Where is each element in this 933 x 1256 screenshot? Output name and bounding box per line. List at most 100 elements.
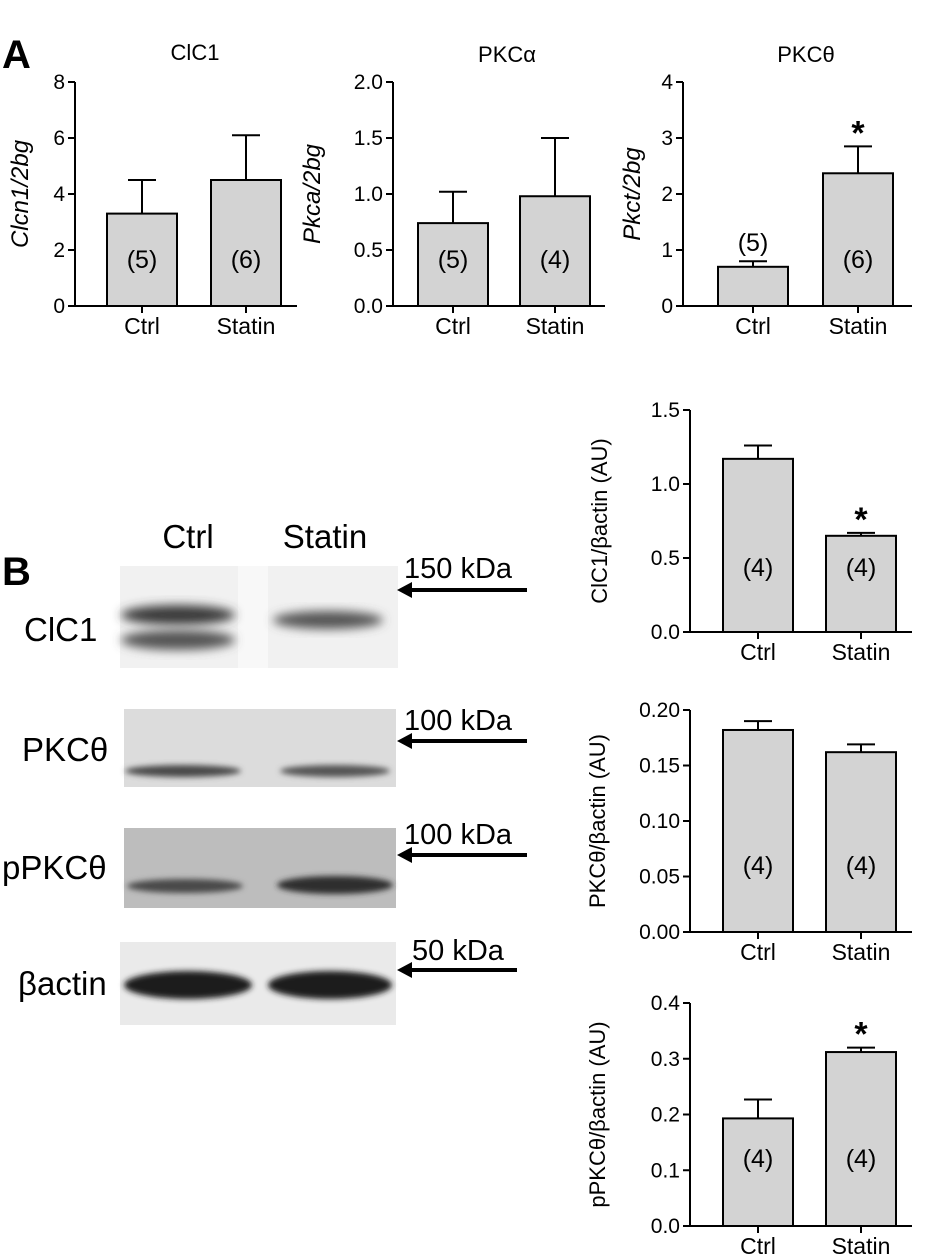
chart-title: PKCα	[478, 42, 536, 67]
arrow-icon	[397, 733, 527, 749]
n-label: (4)	[846, 554, 877, 582]
marker-150kda: 150 kDa	[404, 553, 513, 585]
bar-statin	[822, 172, 894, 307]
y-tick-label: 0	[661, 295, 673, 318]
marker-100kda: 100 kDa	[404, 819, 513, 851]
significance-marker: *	[854, 501, 868, 539]
significance-marker: *	[854, 1016, 868, 1054]
y-tick-label: 3	[661, 127, 673, 150]
bar-statin	[825, 534, 897, 633]
x-tick-label: Statin	[829, 313, 888, 339]
y-tick-label: 0.2	[651, 1104, 680, 1127]
y-tick-label: 0.20	[639, 699, 680, 722]
band	[125, 765, 241, 777]
arrow-icon	[397, 847, 527, 863]
x-tick-label: Ctrl	[740, 639, 776, 665]
n-label: (4)	[846, 1145, 877, 1173]
n-label: (5)	[127, 246, 158, 274]
band	[127, 879, 243, 893]
y-axis-label: Pkca/2bg	[299, 143, 326, 244]
chart-clc1-mrna: ClC1 Clcn1/2bg 0 2 4 6 8 Ctrl (5) Statin (6)	[7, 40, 297, 339]
y-tick-label: 1.0	[354, 183, 383, 206]
y-tick-label: 0.0	[354, 295, 383, 318]
y-tick-label: 0.5	[354, 239, 383, 262]
blot-label-clc1: ClC1	[24, 611, 97, 648]
x-tick-label: Statin	[832, 939, 891, 965]
n-label: (5)	[438, 246, 469, 274]
y-axis-label: Clcn1/2bg	[7, 139, 34, 248]
band	[121, 605, 235, 625]
chart-clc1-protein: ClC1/βactin (AU) 0.0 0.5 1.0 1.5 Ctrl (4) Stati…	[587, 399, 912, 665]
y-tick-label: 2	[661, 183, 673, 206]
bar-statin	[825, 1051, 897, 1228]
band	[124, 971, 252, 999]
n-label: (6)	[843, 246, 874, 274]
y-axis-label: pPKCθ/βactin (AU)	[585, 1021, 610, 1207]
marker-50kda: 50 kDa	[412, 935, 505, 967]
band	[277, 876, 393, 894]
y-tick-label: 0.05	[639, 866, 680, 889]
panel-label-a: A	[2, 33, 31, 77]
x-tick-label: Ctrl	[740, 1233, 776, 1256]
western-blot: Ctrl Statin ClC1 PKCθ	[2, 518, 527, 1025]
y-tick-label: 0.00	[639, 921, 680, 944]
y-tick-label: 4	[661, 71, 673, 94]
y-tick-label: 1.0	[651, 473, 680, 496]
bar-statin	[825, 751, 897, 933]
band	[121, 630, 235, 650]
y-axis-label: Pkct/2bg	[619, 147, 646, 241]
x-tick-label: Statin	[217, 313, 276, 339]
n-label: (5)	[738, 229, 769, 257]
y-tick-label: 0.0	[651, 1215, 680, 1238]
x-tick-label: Statin	[526, 313, 585, 339]
chart-title: ClC1	[171, 40, 220, 65]
bar-ctrl	[106, 212, 178, 308]
y-tick-label: 0.10	[639, 810, 680, 833]
x-tick-label: Ctrl	[124, 313, 160, 339]
chart-ppkct-protein: pPKCθ/βactin (AU) 0.0 0.1 0.2 0.3 0.4 Ctrl (4) S…	[585, 992, 912, 1256]
blot-clc1	[120, 566, 398, 668]
chart-title: PKCθ	[777, 42, 834, 67]
blot-gap	[238, 566, 268, 668]
y-tick-label: 8	[53, 71, 65, 94]
x-tick-label: Ctrl	[735, 313, 771, 339]
blot-bactin	[120, 942, 396, 1025]
blot-pkct	[124, 709, 396, 787]
blot-label-ppkct: pPKCθ	[2, 849, 107, 886]
y-tick-label: 1.5	[354, 127, 383, 150]
chart-pkct-protein: PKCθ/βactin (AU) 0.00 0.05 0.10 0.15 0.20 Ctrl…	[585, 699, 912, 965]
x-tick-label: Ctrl	[740, 939, 776, 965]
n-label: (4)	[743, 1145, 774, 1173]
y-tick-label: 2.0	[354, 71, 383, 94]
y-tick-label: 0	[53, 295, 65, 318]
y-tick-label: 0.1	[651, 1159, 680, 1182]
y-tick-label: 0.3	[651, 1048, 680, 1071]
y-tick-label: 6	[53, 127, 65, 150]
y-tick-label: 0.0	[651, 621, 680, 644]
y-tick-label: 0.4	[651, 992, 681, 1015]
panel-label-b: B	[2, 550, 31, 594]
bar-ctrl	[722, 457, 794, 633]
arrow-icon	[397, 962, 517, 978]
y-tick-label: 0.5	[651, 547, 680, 570]
blot-label-bactin: βactin	[18, 965, 107, 1002]
x-tick-label: Statin	[832, 639, 891, 665]
band	[280, 765, 390, 777]
n-label: (4)	[743, 554, 774, 582]
n-label: (4)	[743, 852, 774, 880]
y-axis-label: PKCθ/βactin (AU)	[585, 734, 610, 908]
y-tick-label: 4	[53, 183, 65, 206]
chart-pkca-mrna: PKCα Pkca/2bg 0.0 0.5 1.0 1.5 2.0 Ctrl (5) Statin…	[299, 42, 605, 339]
band	[268, 971, 392, 999]
n-label: (4)	[540, 246, 571, 274]
bar-statin	[210, 179, 282, 307]
blot-ppkct	[124, 828, 396, 908]
y-tick-label: 2	[53, 239, 65, 262]
bar-ctrl	[717, 265, 789, 307]
x-tick-label: Statin	[832, 1233, 891, 1256]
lane-header-ctrl: Ctrl	[162, 518, 213, 555]
y-tick-label: 1.5	[651, 399, 680, 422]
x-tick-label: Ctrl	[435, 313, 471, 339]
bar-ctrl	[722, 728, 794, 933]
